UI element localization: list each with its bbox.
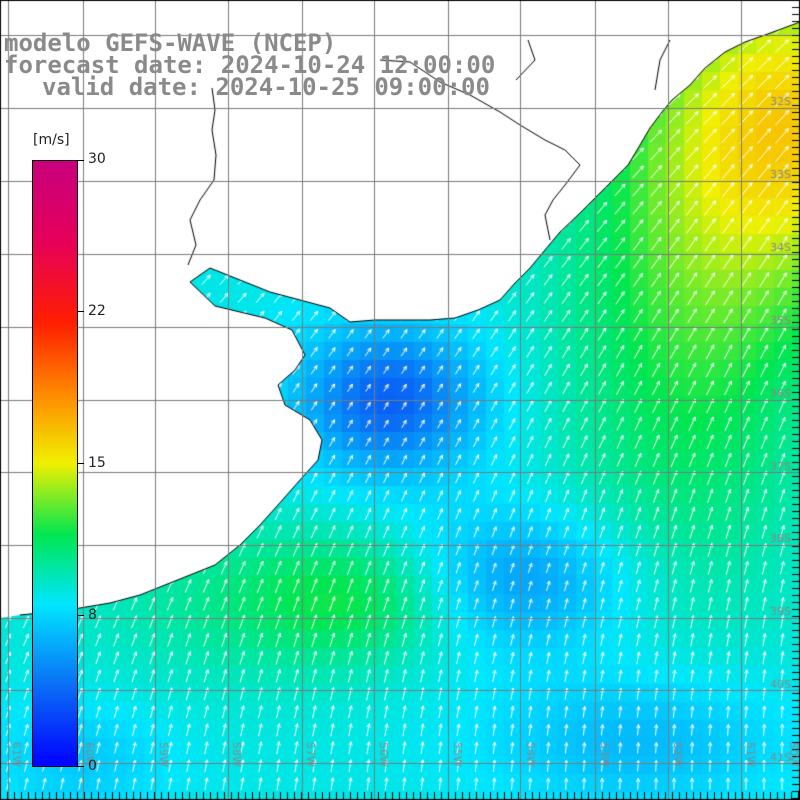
colorbar-label-8: 8: [88, 607, 97, 623]
colorbar-label-22: 22: [88, 303, 106, 319]
colorbar-tick: [78, 766, 84, 767]
colorbar: [32, 160, 78, 767]
valid-date: valid date: 2024-10-25 09:00:00: [42, 73, 490, 101]
colorbar-tick: [78, 615, 84, 616]
colorbar-label-0: 0: [88, 758, 97, 774]
colorbar-label-30: 30: [88, 151, 106, 167]
model-title: modelo GEFS-WAVE (NCEP): [4, 29, 337, 57]
colorbar-tick: [78, 311, 84, 312]
forecast-date: forecast date: 2024-10-24 12:00:00: [4, 51, 496, 79]
colorbar-label-15: 15: [88, 455, 106, 471]
colorbar-tick: [78, 160, 84, 161]
colorbar-tick: [78, 463, 84, 464]
colorbar-unit: [m/s]: [33, 132, 70, 148]
